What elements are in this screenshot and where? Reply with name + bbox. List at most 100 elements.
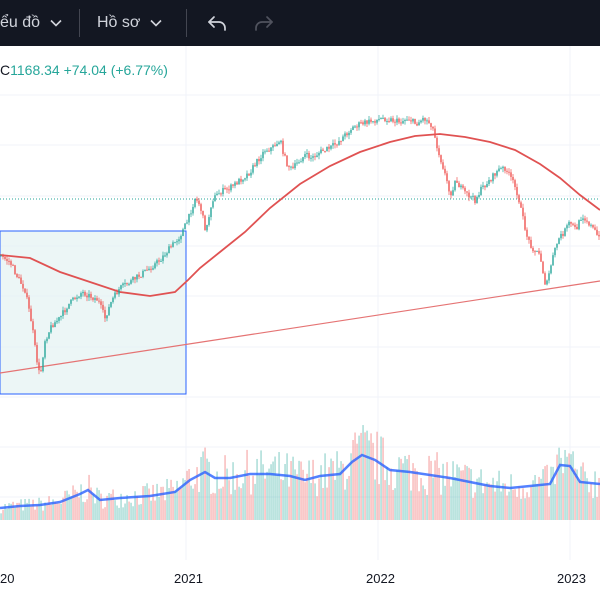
profile-menu-label: Hồ sơ — [97, 14, 141, 31]
volume-bar — [120, 493, 122, 520]
candle-body — [582, 218, 584, 220]
candle-body — [128, 283, 130, 285]
volume-bar — [230, 494, 232, 520]
volume-bar — [290, 461, 292, 520]
volume-bar — [302, 469, 304, 520]
candle-body — [54, 322, 56, 328]
candle-body — [102, 304, 104, 310]
candle-body — [188, 213, 190, 223]
candle-body — [164, 255, 166, 257]
candle-body — [368, 119, 370, 124]
candle-body — [140, 276, 142, 278]
candle-body — [518, 195, 520, 203]
candle-body — [432, 126, 434, 129]
candle-body — [356, 126, 358, 128]
candle-body — [476, 197, 478, 203]
candle-body — [398, 118, 400, 123]
volume-bar — [258, 474, 260, 520]
volume-bar — [328, 467, 330, 520]
candle-body — [456, 180, 458, 183]
candle-body — [100, 301, 102, 305]
candle-body — [46, 338, 48, 342]
candle-body — [236, 182, 238, 185]
top-toolbar: ểu đồ Hồ sơ — [0, 0, 600, 46]
volume-bar — [530, 486, 532, 520]
candle-body — [218, 193, 220, 195]
rectangle-drawing[interactable] — [0, 230, 187, 395]
candle-body — [10, 261, 12, 265]
volume-bar — [86, 499, 88, 520]
chevron-down-icon — [150, 19, 162, 27]
volume-bar — [430, 460, 432, 520]
volume-bar — [18, 502, 20, 520]
candle-body — [48, 332, 50, 339]
volume-bar — [264, 478, 266, 520]
volume-bar — [14, 507, 16, 520]
candle-body — [266, 150, 268, 152]
price-chart[interactable] — [0, 46, 600, 600]
candle-body — [458, 182, 460, 188]
volume-bar — [144, 486, 146, 520]
candle-body — [132, 276, 134, 281]
volume-bar — [422, 485, 424, 520]
candle-body — [332, 143, 334, 146]
volume-bar — [282, 480, 284, 520]
volume-bar — [446, 462, 448, 520]
volume-bar — [346, 478, 348, 520]
candle-body — [234, 182, 236, 186]
volume-bar — [406, 459, 408, 520]
volume-bar — [552, 466, 554, 520]
volume-bar — [460, 470, 462, 520]
candle-body — [554, 247, 556, 256]
volume-bar — [208, 461, 210, 520]
volume-bar — [354, 432, 356, 520]
candle-body — [270, 147, 272, 152]
volume-bar — [488, 483, 490, 520]
candle-body — [190, 213, 192, 215]
volume-bar — [276, 475, 278, 520]
volume-bar — [180, 487, 182, 520]
volume-bar — [90, 487, 92, 520]
trend-line-drawing[interactable] — [0, 280, 600, 374]
volume-bar — [590, 483, 592, 520]
volume-bar — [44, 502, 46, 520]
candle-body — [216, 193, 218, 196]
candle-body — [462, 185, 464, 188]
volume-bar — [236, 474, 238, 520]
candle-body — [282, 140, 284, 154]
undo-icon[interactable] — [205, 11, 229, 35]
candle-body — [74, 297, 76, 299]
symbol-name[interactable]: C — [0, 62, 11, 78]
candle-body — [594, 227, 596, 230]
volume-bar — [298, 460, 300, 520]
volume-bar — [10, 503, 12, 520]
candle-body — [498, 168, 500, 172]
candle-body — [442, 162, 444, 169]
candle-body — [348, 132, 350, 136]
profile-menu-button[interactable]: Hồ sơ — [97, 0, 162, 46]
volume-bar — [442, 463, 444, 520]
toolbar-divider — [186, 9, 187, 37]
time-axis-label: 20 — [0, 571, 15, 586]
candle-body — [256, 159, 258, 166]
candle-body — [306, 152, 308, 155]
volume-bar — [532, 480, 534, 520]
candle-body — [158, 260, 160, 262]
candle-body — [370, 119, 372, 122]
volume-bar — [232, 462, 234, 520]
volume-bar — [304, 482, 306, 520]
candle-body — [278, 142, 280, 145]
candle-body — [156, 260, 158, 264]
volume-bar — [240, 488, 242, 520]
candle-body — [336, 144, 338, 146]
redo-icon[interactable] — [252, 11, 276, 35]
volume-bar — [334, 479, 336, 520]
chart-menu-button[interactable]: ểu đồ — [0, 0, 62, 46]
volume-bar — [416, 470, 418, 520]
volume-bar — [310, 483, 312, 520]
volume-bar — [396, 469, 398, 520]
volume-bar — [542, 469, 544, 520]
candle-body — [146, 269, 148, 271]
candle-body — [372, 121, 374, 123]
volume-bar — [474, 492, 476, 520]
